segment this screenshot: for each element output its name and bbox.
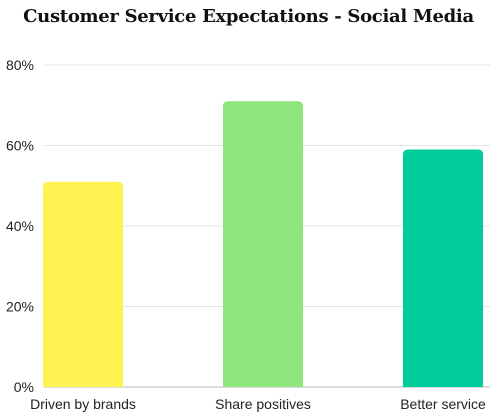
chart-title: Customer Service Expectations - Social M…: [23, 6, 474, 27]
bars: [43, 101, 483, 387]
x-category-label: Driven by brands: [30, 396, 136, 412]
x-axis-labels: Driven by brands Share positives Better se…: [30, 396, 486, 412]
bar-share-positives: [223, 101, 303, 387]
y-tick-label: 40%: [6, 218, 34, 234]
y-tick-label: 60%: [6, 138, 34, 154]
bar-better-service: [403, 149, 483, 387]
y-tick-label: 20%: [6, 299, 34, 315]
x-category-label: Better service: [400, 396, 486, 412]
y-tick-label: 80%: [6, 57, 34, 73]
y-tick-label: 0%: [14, 379, 34, 395]
bar-driven-by-brands: [43, 181, 123, 387]
y-axis-ticks: 0% 20% 40% 60% 80%: [6, 57, 34, 395]
x-category-label: Share positives: [215, 396, 311, 412]
